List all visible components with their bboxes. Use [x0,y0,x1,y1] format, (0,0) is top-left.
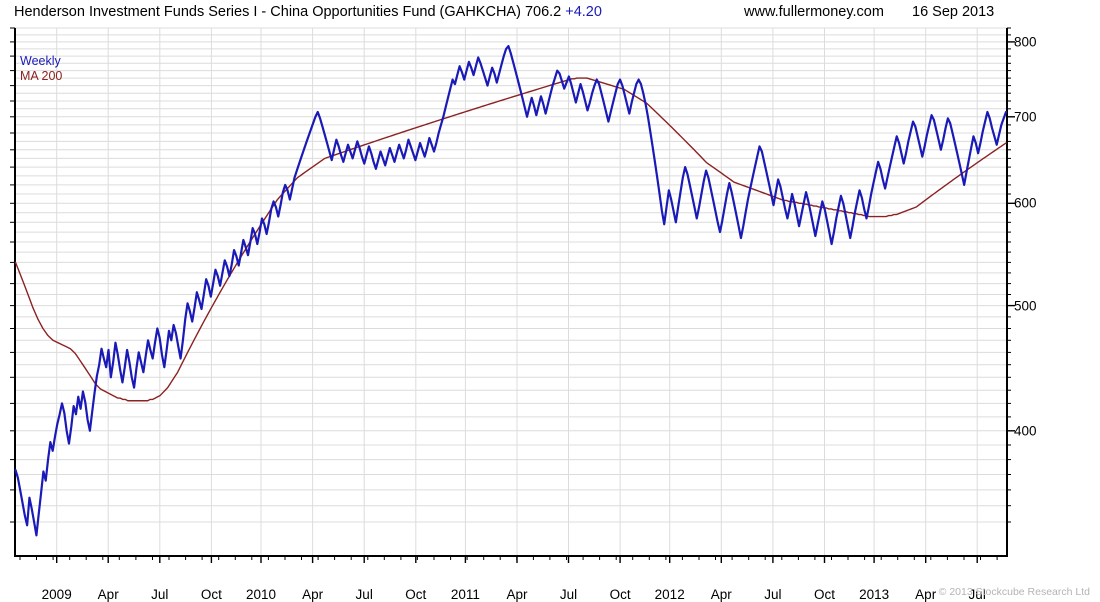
y-axis-tick-label: 800 [1014,34,1037,50]
x-axis-tick-label: Oct [405,587,427,602]
y-axis-tick-label: 500 [1014,297,1037,313]
x-axis-tick-label: Jul [355,587,373,602]
x-axis-tick-label: Oct [200,587,222,602]
x-axis-tick-label: Apr [97,587,119,602]
x-axis-tick-label: 2009 [41,587,72,602]
plot-frame [14,28,1008,557]
website-label: www.fullermoney.com [744,4,884,20]
ma200-line [14,77,1007,402]
copyright-notice: © 2013 Stockcube Research Ltd [938,586,1090,598]
chart-date: 16 Sep 2013 [912,4,995,20]
x-axis-tick-label: Apr [915,587,937,602]
price-chart-svg [10,27,1015,563]
x-axis-tick-label: 2011 [450,587,480,602]
chart-legend: Weekly MA 200 [20,54,62,84]
x-axis-tick-label: Jul [151,587,169,602]
grid-lines [15,27,1007,556]
y-axis-tick-label: 400 [1014,423,1037,439]
y-axis-tick-label: 600 [1014,195,1037,211]
x-axis-tick-label: Oct [813,587,836,602]
weekly-price-line [14,44,1008,537]
price-change: +4.20 [565,4,602,20]
x-axis-tick-label: Apr [302,587,324,602]
axis-ticks [10,27,1015,563]
y-axis-tick-label: 700 [1014,109,1037,125]
instrument-title: Henderson Investment Funds Series I - Ch… [14,4,562,20]
x-axis-tick-label: 2013 [859,587,890,602]
page-title: Henderson Investment Funds Series I - Ch… [14,0,602,24]
x-axis-tick-label: Jul [764,587,782,602]
chart-header: Henderson Investment Funds Series I - Ch… [0,0,1100,24]
x-axis-tick-label: Oct [609,587,631,602]
legend-item-weekly: Weekly [20,54,61,68]
x-axis-tick-label: Jul [968,587,986,602]
x-axis-tick-label: Apr [506,587,528,602]
legend-item-ma200: MA 200 [20,69,63,83]
x-axis-tick-label: Jul [559,587,578,602]
x-axis-tick-label: Apr [710,587,732,602]
x-axis-tick-label: 2010 [245,587,277,602]
x-axis-tick-label: 2012 [654,587,685,602]
chart-container: Weekly MA 200 400 500 600 700 800 2009 Apr Jul… [0,24,1100,602]
